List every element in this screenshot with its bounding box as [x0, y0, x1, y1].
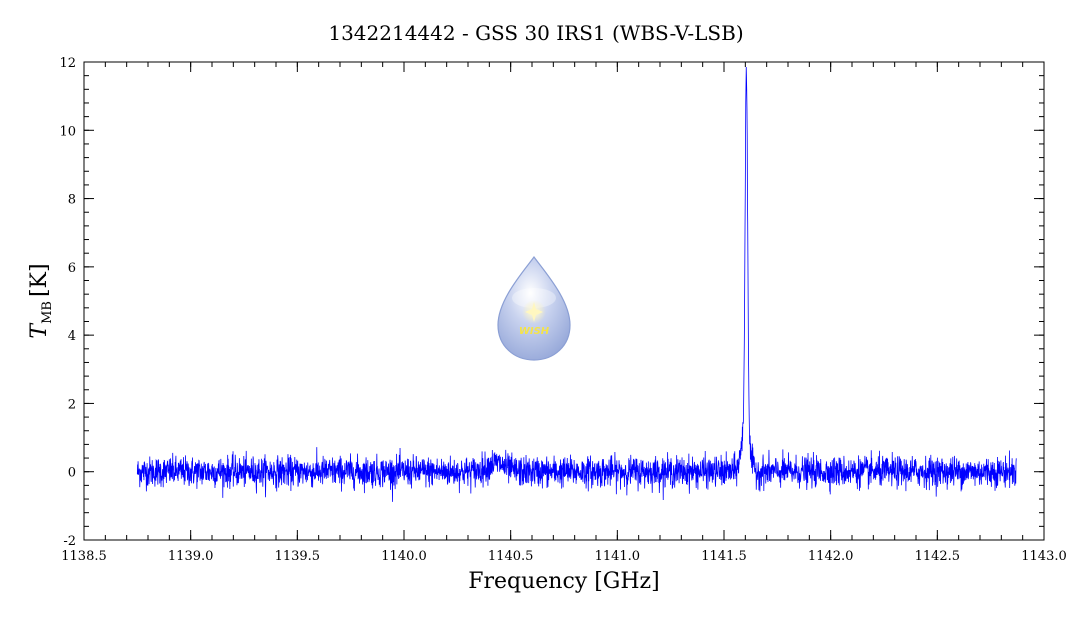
y-tick-label: 8	[68, 193, 76, 208]
wish-logo: WISH	[497, 255, 571, 361]
x-tick-label: 1141.0	[595, 549, 641, 564]
x-axis: 1138.5 1139.0 1139.5 1140.0 1140.5 1141.0 1141…	[61, 62, 1067, 564]
y-axis-title: TMB [K]	[27, 263, 55, 338]
svg-text:TMB[K]: TMB [K]	[27, 263, 55, 338]
logo-text: WISH	[519, 326, 550, 337]
y-tick-label: -2	[63, 534, 76, 549]
spectrum-series-line	[136, 67, 1017, 502]
y-tick-label: 10	[59, 124, 76, 139]
x-tick-label: 1139.0	[168, 549, 214, 564]
x-tick-label: 1142.0	[808, 549, 854, 564]
x-tick-label: 1141.5	[701, 549, 747, 564]
x-tick-label: 1143.0	[1021, 549, 1067, 564]
x-tick-label: 1142.5	[915, 549, 961, 564]
y-tick-label: 0	[68, 466, 76, 481]
x-tick-label: 1140.0	[381, 549, 427, 564]
y-tick-label: 2	[68, 397, 76, 412]
y-tick-label: 6	[68, 261, 76, 276]
y-axis: -2 0 2 4 6 8 10 12	[59, 56, 1044, 549]
y-tick-label: 4	[68, 329, 76, 344]
x-tick-label: 1140.5	[488, 549, 534, 564]
x-tick-label: 1139.5	[275, 549, 321, 564]
plot-frame	[83, 61, 1045, 541]
y-axis-title-sub: MB	[40, 301, 55, 324]
y-axis-title-unit: [K]	[27, 263, 52, 297]
y-tick-label: 12	[59, 56, 76, 71]
x-axis-title: Frequency [GHz]	[468, 569, 660, 594]
y-axis-title-main: T	[27, 322, 52, 339]
x-tick-label: 1138.5	[61, 549, 107, 564]
chart-title: 1342214442 - GSS 30 IRS1 (WBS-V-LSB)	[328, 21, 743, 45]
